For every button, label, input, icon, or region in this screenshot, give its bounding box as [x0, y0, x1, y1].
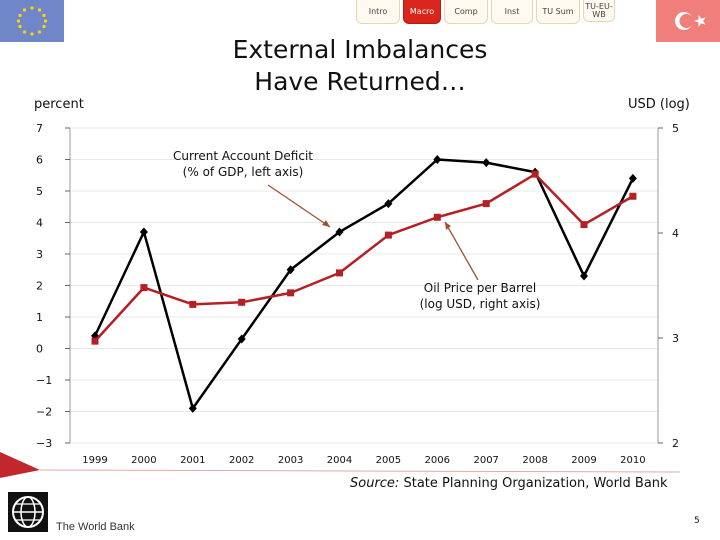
left-axis-label: percent: [34, 97, 84, 112]
annotation-oil-arrowhead: [445, 222, 451, 230]
oil-price-point: [91, 337, 99, 345]
tab-inst-label: Inst: [504, 7, 520, 16]
left-tick-label: 4: [36, 217, 43, 230]
x-tick-label: 2010: [620, 455, 645, 466]
oil-price-point: [580, 221, 588, 229]
left-tick-label: −2: [36, 406, 52, 419]
oil-price-point: [629, 192, 637, 200]
oil-price-point: [482, 200, 490, 208]
oil-price-point: [238, 298, 246, 306]
left-tick-label: 1: [36, 311, 43, 324]
oil-price-point: [140, 284, 148, 292]
eu-flag: [0, 0, 64, 42]
world-bank-name: The World Bank: [56, 521, 135, 533]
oil-price-point: [189, 300, 197, 308]
x-tick-label: 2007: [473, 455, 498, 466]
left-tick-label: 2: [36, 280, 43, 293]
source-label: Source:: [350, 476, 400, 491]
tab-intro[interactable]: Intro: [356, 0, 400, 24]
oil-price-point: [287, 289, 295, 297]
current-account-point: [335, 227, 344, 237]
x-tick-label: 2005: [376, 455, 401, 466]
current-account-point: [433, 155, 442, 164]
left-tick-label: 6: [36, 154, 43, 167]
source-text: State Planning Organization, World Bank: [403, 476, 668, 491]
tab-comp-label: Comp: [454, 7, 478, 16]
left-tick-label: −3: [36, 437, 52, 450]
slide-title: External Imbalances Have Returned…: [180, 34, 540, 98]
annotation-current-account-arrowhead: [322, 220, 330, 227]
annotation-oil-title: Oil Price per Barrel: [424, 281, 536, 295]
left-tick-label: −1: [36, 374, 52, 387]
slide-title-line2: Have Returned…: [254, 67, 466, 96]
tab-intro-label: Intro: [368, 7, 388, 16]
current-account-point: [580, 271, 588, 281]
source-note: Source: State Planning Organization, Wor…: [350, 476, 668, 491]
oil-price-point: [336, 269, 343, 277]
eu-stars-icon: [16, 6, 48, 36]
oil-price-point: [531, 170, 539, 178]
page-number: 5: [694, 516, 700, 526]
turkey-flag: [656, 0, 720, 42]
current-account-point: [139, 227, 148, 237]
right-axis-label: USD (log): [628, 97, 690, 112]
current-account-line: [93, 158, 635, 410]
x-tick-label: 2004: [327, 455, 352, 466]
crescent-star-icon: [675, 12, 706, 30]
left-tick-label: 3: [36, 248, 43, 261]
x-tick-label: 2008: [522, 455, 547, 466]
current-account-point: [237, 334, 246, 344]
tab-tu-sum[interactable]: TU Sum: [536, 0, 580, 24]
current-account-point: [628, 173, 637, 183]
oil-price-point: [384, 231, 392, 239]
x-tick-label: 2006: [425, 455, 450, 466]
annotation-oil-arrow: [444, 221, 479, 281]
x-tick-label: 2002: [229, 455, 254, 466]
x-tick-label: 2000: [131, 455, 156, 466]
tab-tu-eu-wb-line1: TU-EU-: [585, 1, 613, 11]
tab-macro-label: Macro: [409, 7, 435, 16]
x-tick-label: 2001: [180, 455, 205, 466]
tab-tu-eu-wb[interactable]: TU-EU- WB: [583, 0, 615, 22]
x-tick-label: 2009: [571, 455, 596, 466]
x-tick-label: 1999: [82, 455, 107, 466]
oil-price-point: [433, 213, 441, 221]
tab-tu-sum-label: TU Sum: [542, 7, 574, 16]
annotation-current-account-subtitle: (% of GDP, left axis): [183, 165, 304, 179]
oil-price-line: [94, 172, 634, 342]
annotation-current-account-title: Current Account Deficit: [173, 149, 313, 163]
right-tick-label: 3: [672, 332, 679, 345]
current-account-point: [188, 403, 197, 413]
tab-macro[interactable]: Macro: [403, 0, 441, 24]
left-tick-label: 0: [36, 343, 43, 356]
annotation-current-account-arrow: [267, 184, 331, 228]
right-tick-label: 4: [672, 227, 679, 240]
slide-title-line1: External Imbalances: [232, 35, 488, 64]
footer-swoosh-shape: [0, 452, 40, 478]
current-account-point: [384, 199, 393, 209]
footer-rule: [39, 469, 681, 473]
tab-comp[interactable]: Comp: [444, 0, 488, 24]
current-account-point: [286, 265, 295, 275]
tab-inst[interactable]: Inst: [491, 0, 533, 24]
tab-tu-eu-wb-line2: WB: [592, 9, 606, 19]
annotation-oil-subtitle: (log USD, right axis): [420, 297, 541, 311]
x-tick-label: 2003: [278, 455, 303, 466]
left-tick-label: 7: [36, 122, 43, 135]
left-tick-label: 5: [36, 185, 43, 198]
world-bank-logo-icon: [8, 492, 48, 532]
current-account-point: [482, 158, 491, 168]
right-tick-label: 2: [672, 437, 679, 450]
right-tick-label: 5: [672, 122, 679, 135]
